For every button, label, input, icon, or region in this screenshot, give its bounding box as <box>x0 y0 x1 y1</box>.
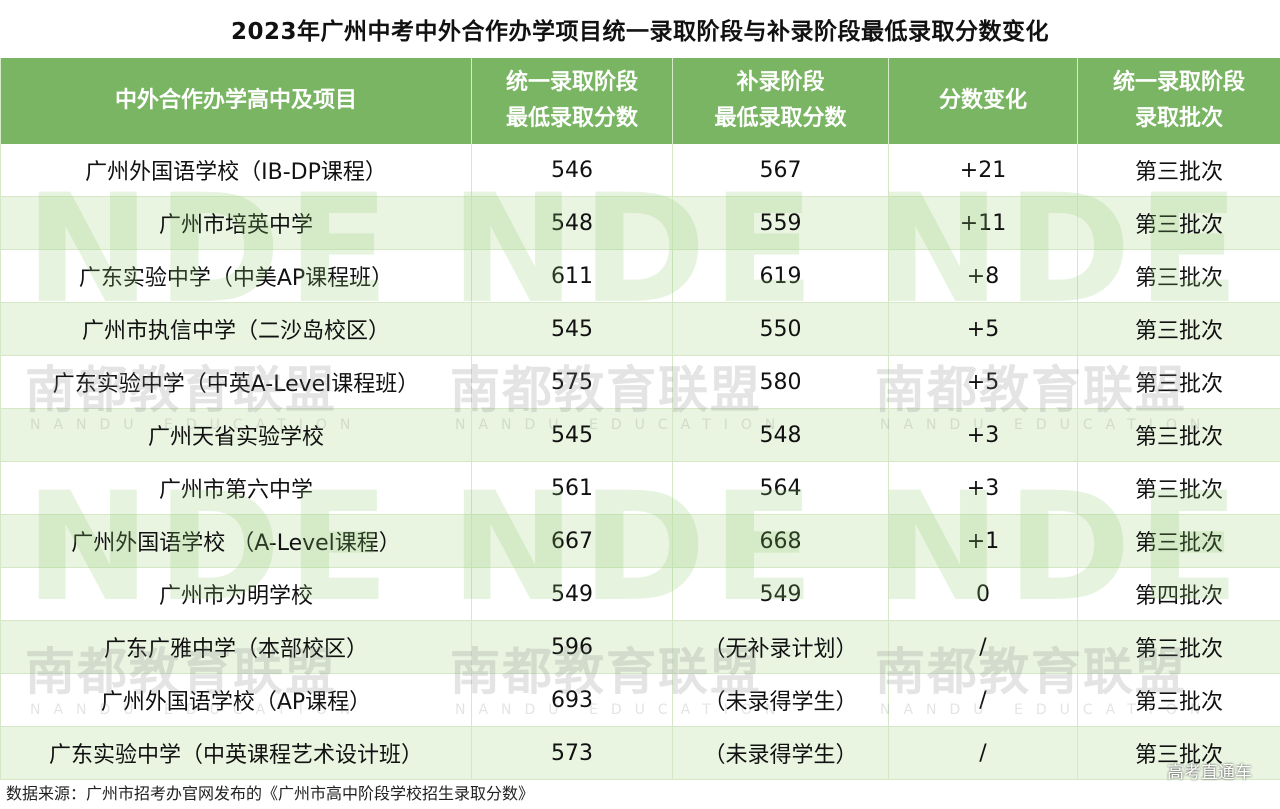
table-title: 2023年广州中考中外合作办学项目统一录取阶段与补录阶段最低录取分数变化 <box>230 19 1049 45</box>
cell-batch: 第三批次 <box>1077 620 1280 674</box>
header-project-label: 中外合作办学高中及项目 <box>114 88 357 113</box>
cell-supplement-score: 668 <box>672 514 889 568</box>
header-project: 中外合作办学高中及项目 <box>0 58 472 144</box>
cell-unified-score: 549 <box>471 567 673 621</box>
cell-unified-score: 546 <box>471 144 673 197</box>
header-unified-score-line1: 统一录取阶段 <box>505 70 638 95</box>
cell-project: 广东实验中学（中英A-Level课程班） <box>0 355 472 409</box>
header-batch-line1: 统一录取阶段 <box>1112 70 1245 95</box>
header-supplement-score: 补录阶段 最低录取分数 <box>672 58 889 144</box>
cell-change: 0 <box>888 567 1078 621</box>
cell-unified-score: 667 <box>471 514 673 568</box>
header-change: 分数变化 <box>888 58 1078 144</box>
cell-batch: 第三批次 <box>1077 302 1280 356</box>
cell-supplement-score: 548 <box>672 408 889 462</box>
table-row: 广州天省实验学校 545 548 +3 第三批次 <box>0 408 1280 462</box>
cell-project: 广州外国语学校（AP课程） <box>0 673 472 727</box>
header-unified-score-line2: 最低录取分数 <box>505 106 638 131</box>
cell-unified-score: 596 <box>471 620 673 674</box>
header-unified-score: 统一录取阶段 最低录取分数 <box>471 58 673 144</box>
header-row: 中外合作办学高中及项目 统一录取阶段 最低录取分数 补录阶段 最低录取分数 分数… <box>0 58 1280 144</box>
header-supplement-score-line1: 补录阶段 <box>736 70 825 95</box>
cell-unified-score: 693 <box>471 673 673 727</box>
cell-batch: 第三批次 <box>1077 249 1280 303</box>
cell-supplement-score: （未录得学生） <box>672 726 889 780</box>
cell-unified-score: 548 <box>471 196 673 250</box>
cell-supplement-score: （无补录计划） <box>672 620 889 674</box>
cell-project: 广东实验中学（中美AP课程班） <box>0 249 472 303</box>
cell-unified-score: 561 <box>471 461 673 515</box>
cell-unified-score: 575 <box>471 355 673 409</box>
cell-change: / <box>888 620 1078 674</box>
table-row: 广州市执信中学（二沙岛校区） 545 550 +5 第三批次 <box>0 302 1280 356</box>
cell-batch: 第三批次 <box>1077 355 1280 409</box>
cell-project: 广州天省实验学校 <box>0 408 472 462</box>
cell-project: 广州外国语学校 （A-Level课程） <box>0 514 472 568</box>
cell-change: +21 <box>888 144 1078 197</box>
header-batch-line2: 录取批次 <box>1134 106 1223 131</box>
header-batch: 统一录取阶段 录取批次 <box>1077 58 1280 144</box>
header-supplement-score-line2: 最低录取分数 <box>714 106 847 131</box>
cell-batch: 第三批次 <box>1077 514 1280 568</box>
cell-unified-score: 545 <box>471 408 673 462</box>
cell-supplement-score: 549 <box>672 567 889 621</box>
cell-supplement-score: 550 <box>672 302 889 356</box>
cell-unified-score: 611 <box>471 249 673 303</box>
cell-batch: 第四批次 <box>1077 567 1280 621</box>
cell-project: 广州市培英中学 <box>0 196 472 250</box>
table-row: 广州外国语学校 （A-Level课程） 667 668 +1 第三批次 <box>0 514 1280 568</box>
cell-project: 广东实验中学（中英课程艺术设计班） <box>0 726 472 780</box>
cell-supplement-score: （未录得学生） <box>672 673 889 727</box>
cell-change: +11 <box>888 196 1078 250</box>
cell-batch: 第三批次 <box>1077 461 1280 515</box>
cell-batch: 第三批次 <box>1077 726 1280 780</box>
table-row: 广东实验中学（中英课程艺术设计班） 573 （未录得学生） / 第三批次 <box>0 726 1280 780</box>
table-row: 广东广雅中学（本部校区） 596 （无补录计划） / 第三批次 <box>0 620 1280 674</box>
cell-project: 广州市为明学校 <box>0 567 472 621</box>
cell-batch: 第三批次 <box>1077 144 1280 197</box>
cell-change: +8 <box>888 249 1078 303</box>
table-row: 广东实验中学（中英A-Level课程班） 575 580 +5 第三批次 <box>0 355 1280 409</box>
cell-unified-score: 545 <box>471 302 673 356</box>
cell-batch: 第三批次 <box>1077 673 1280 727</box>
admission-score-table: 中外合作办学高中及项目 统一录取阶段 最低录取分数 补录阶段 最低录取分数 分数… <box>0 58 1280 780</box>
table-row: 广东实验中学（中美AP课程班） 611 619 +8 第三批次 <box>0 249 1280 303</box>
cell-supplement-score: 559 <box>672 196 889 250</box>
cell-change: +5 <box>888 302 1078 356</box>
cell-change: +3 <box>888 461 1078 515</box>
cell-project: 广州市执信中学（二沙岛校区） <box>0 302 472 356</box>
table-row: 广州市为明学校 549 549 0 第四批次 <box>0 567 1280 621</box>
cell-batch: 第三批次 <box>1077 196 1280 250</box>
cell-supplement-score: 580 <box>672 355 889 409</box>
cell-change: / <box>888 673 1078 727</box>
cell-supplement-score: 567 <box>672 144 889 197</box>
table-row: 广州外国语学校（AP课程） 693 （未录得学生） / 第三批次 <box>0 673 1280 727</box>
cell-supplement-score: 564 <box>672 461 889 515</box>
cell-unified-score: 573 <box>471 726 673 780</box>
data-source-note: 数据来源：广州市招考办官网发布的《广州市高中阶段学校招生录取分数》 <box>6 784 535 803</box>
table-row: 广州市培英中学 548 559 +11 第三批次 <box>0 196 1280 250</box>
cell-project: 广州外国语学校（IB-DP课程） <box>0 144 472 197</box>
header-change-label: 分数变化 <box>938 88 1027 113</box>
cell-project: 广东广雅中学（本部校区） <box>0 620 472 674</box>
cell-change: +1 <box>888 514 1078 568</box>
cell-change: +3 <box>888 408 1078 462</box>
cell-change: +5 <box>888 355 1078 409</box>
brand-label: 高考直通车 <box>1167 763 1252 783</box>
cell-batch: 第三批次 <box>1077 408 1280 462</box>
cell-project: 广州市第六中学 <box>0 461 472 515</box>
cell-supplement-score: 619 <box>672 249 889 303</box>
table-row: 广州市第六中学 561 564 +3 第三批次 <box>0 461 1280 515</box>
table-row: 广州外国语学校（IB-DP课程） 546 567 +21 第三批次 <box>0 144 1280 197</box>
cell-change: / <box>888 726 1078 780</box>
